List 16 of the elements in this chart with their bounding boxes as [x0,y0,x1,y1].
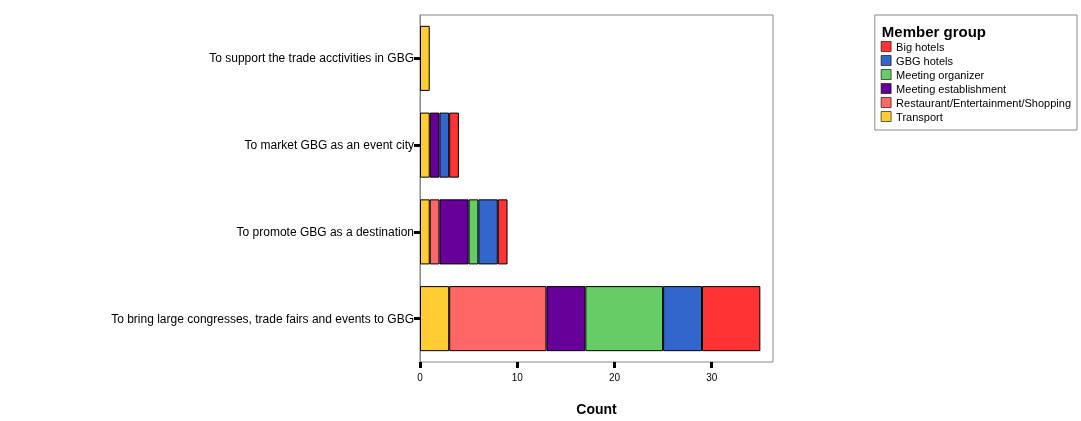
legend-label: Restaurant/Entertainment/Shopping [896,96,1071,109]
x-tick-label: 0 [417,371,424,383]
legend-label: Meeting organizer [896,68,985,81]
legend-label: GBG hotels [896,54,954,67]
x-tick-label: 30 [706,371,718,383]
legend-title: Member group [881,23,987,40]
y-tick-label: To market GBG as an event city [244,138,414,153]
legend-label: Transport [896,110,943,123]
x-axis-title: Count [576,401,618,417]
legend-label: Meeting establishment [896,82,1007,95]
x-tick-label: 10 [511,371,524,383]
y-tick-label: To bring large congresses, trade fairs and events to GBG [111,311,414,326]
y-tick-label: To support the trade acctivities in GBG [209,51,414,66]
x-tick-label: 20 [608,371,621,383]
legend-label: Big hotels [896,40,945,53]
y-tick-label: To promote GBG as a destination [236,224,414,239]
